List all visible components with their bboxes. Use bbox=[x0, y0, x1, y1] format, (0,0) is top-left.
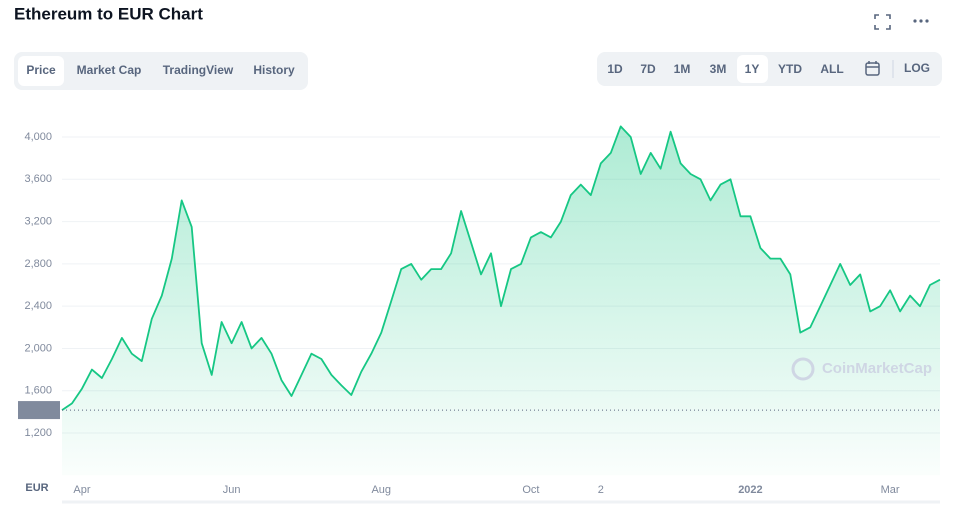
tab[interactable]: Market Cap bbox=[77, 63, 142, 77]
active-range bbox=[737, 55, 768, 83]
y-tick-label: 2,000 bbox=[24, 342, 52, 354]
active-tab bbox=[18, 56, 64, 86]
range-button[interactable]: 1M bbox=[674, 62, 691, 76]
x-tick-label: Jun bbox=[223, 484, 241, 496]
more-icon[interactable] bbox=[913, 19, 929, 23]
range-button[interactable]: YTD bbox=[778, 62, 802, 76]
x-tick-label: Oct bbox=[522, 484, 539, 496]
price-line bbox=[61, 125, 941, 411]
y-axis-label: EUR bbox=[25, 482, 48, 494]
y-tick-label: 4,000 bbox=[24, 131, 52, 143]
tab[interactable]: TradingView bbox=[163, 63, 234, 77]
y-tick-label: 2,400 bbox=[24, 300, 52, 312]
range-bar bbox=[597, 52, 942, 86]
calendar-icon[interactable] bbox=[865, 61, 880, 76]
y-tick-label: 2,800 bbox=[24, 258, 52, 270]
start-price-badge bbox=[18, 401, 60, 420]
area bbox=[62, 126, 940, 476]
y-tick-label: 1,600 bbox=[24, 385, 52, 397]
y-tick-label: 3,200 bbox=[24, 215, 52, 227]
title: Ethereum to EUR Chart bbox=[14, 4, 203, 23]
watermark-logo bbox=[791, 357, 815, 381]
tab[interactable]: History bbox=[253, 63, 295, 77]
x-tick-label: 2022 bbox=[738, 484, 762, 496]
tab-bar bbox=[14, 52, 308, 90]
y-tick-label: 1,200 bbox=[24, 427, 52, 439]
fullscreen-icon[interactable] bbox=[874, 14, 891, 30]
x-tick-label: 2 bbox=[598, 484, 604, 496]
tab[interactable]: Price bbox=[26, 63, 56, 77]
range-button[interactable]: 7D bbox=[640, 62, 656, 76]
x-tick-label: Aug bbox=[371, 484, 391, 496]
range-button[interactable]: 1D bbox=[607, 62, 623, 76]
y-tick-label: 3,600 bbox=[24, 173, 52, 185]
start-price-label: 1,417 bbox=[25, 404, 53, 416]
x-tick-label: Apr bbox=[73, 484, 90, 496]
x-tick-label: Mar bbox=[881, 484, 900, 496]
watermark: CoinMarketCap bbox=[822, 360, 932, 377]
range-button[interactable]: ALL bbox=[820, 62, 843, 76]
log-button[interactable]: LOG bbox=[904, 61, 930, 75]
range-button[interactable]: 3M bbox=[710, 62, 727, 76]
range-button[interactable]: 1Y bbox=[745, 62, 760, 76]
